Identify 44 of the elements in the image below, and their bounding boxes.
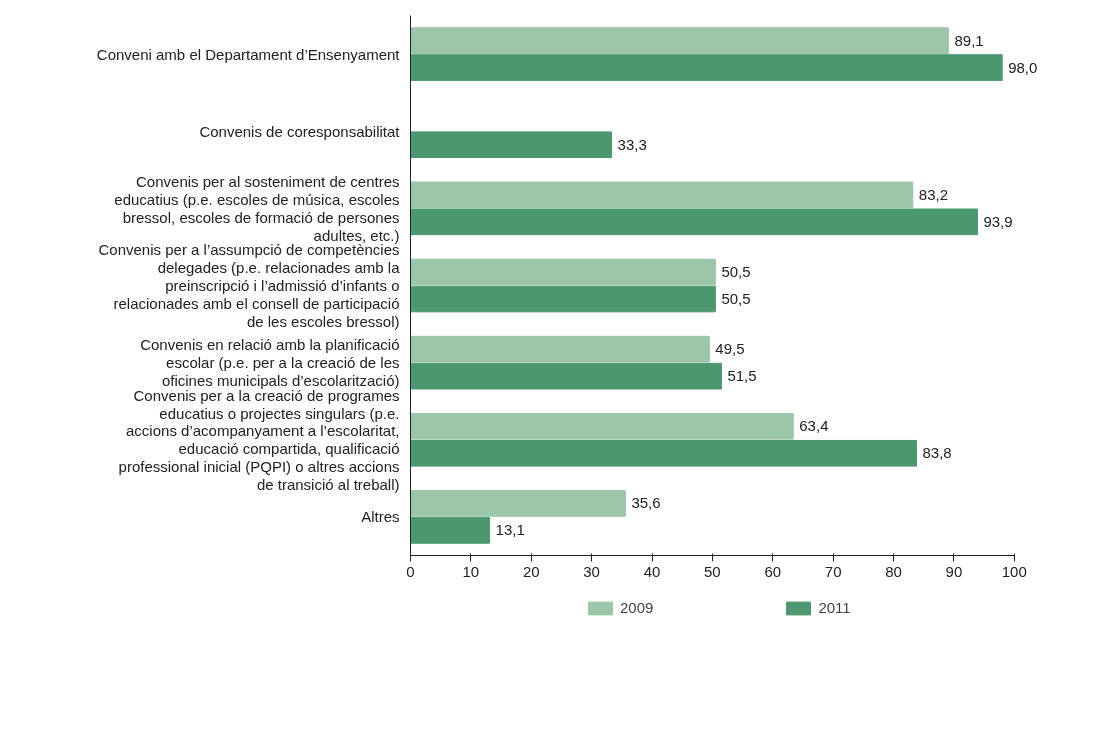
x-tick-label: 50 [704,562,721,580]
bar [410,335,710,363]
bar [410,517,491,544]
x-tick-label: 60 [764,562,782,580]
legend-label: 2009 [620,599,654,616]
data-label: 93,9 [983,212,1013,230]
bar [410,258,716,286]
data-label: 13,1 [495,521,525,539]
x-tick-label: 100 [1001,562,1027,580]
data-label: 83,2 [918,185,949,203]
data-label: 49,5 [715,340,745,358]
data-label: 50,5 [721,263,751,280]
data-label: 35,6 [631,494,661,512]
bar [410,27,949,54]
x-tick-label: 80 [885,562,902,580]
x-tick-label: 10 [462,562,480,580]
data-label: 63,4 [799,417,829,435]
bar [410,54,1003,81]
bar [410,285,716,313]
x-tick-label: 90 [945,562,963,580]
data-label: 98,0 [1008,58,1038,76]
data-label: 51,5 [727,367,757,385]
y-tick-label: Conveni amb el Departament d’Ensenyament [96,45,401,63]
bar [410,412,794,440]
x-tick-label: 20 [522,562,540,580]
bar [410,439,917,467]
x-tick-label: 40 [643,562,661,580]
bar [410,208,978,236]
legend-label: 2011 [818,599,851,616]
data-label: 33,3 [617,135,647,153]
x-tick-label: 30 [583,562,600,580]
y-tick-label: Convenis de coresponsabilitat [199,122,401,140]
bar [410,362,722,390]
data-label: 83,8 [922,444,952,462]
data-label: 50,5 [721,290,751,307]
x-tick-label: 0 [406,562,415,580]
y-tick-label: Altres [361,508,400,526]
bar [410,181,914,209]
y-tick-label: Convenis per al sosteniment de centres educatius (p.e. escoles de música, escoles bressol, escoles de formació de persones adultes, etc.) [114,173,400,244]
x-tick-label: 70 [824,562,842,580]
y-tick-label: Convenis en relació amb la planificació escolar (p.e. per a la creació de les oficines municipals d’escolarització) [140,336,400,389]
data-label: 89,1 [954,31,984,49]
bar [410,131,613,159]
bar [410,490,626,517]
